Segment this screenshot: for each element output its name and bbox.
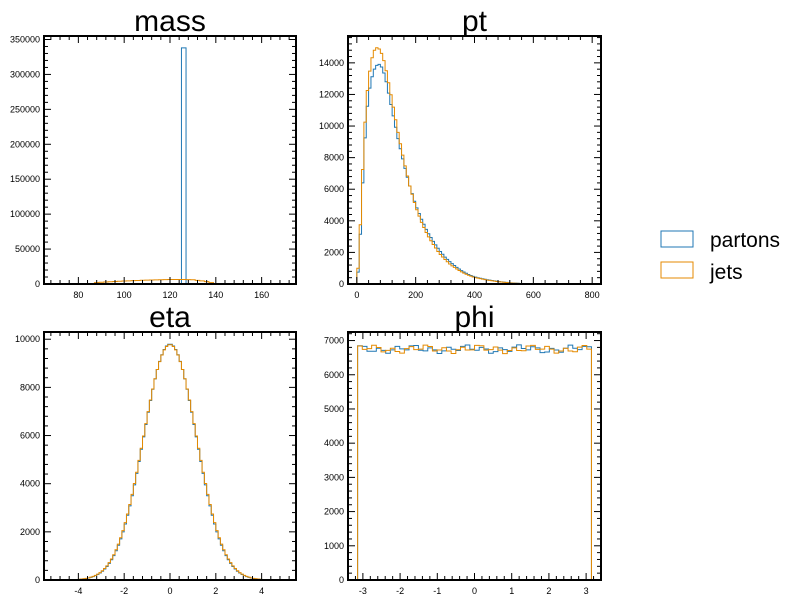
y-tick-label-pt: 12000: [319, 89, 344, 99]
y-tick-label-mass: 200000: [10, 139, 40, 149]
y-tick-label-phi: 3000: [324, 472, 344, 482]
y-tick-label-phi: 1000: [324, 541, 344, 551]
y-tick-label-phi: 0: [339, 575, 344, 585]
plot-frame-pt: [347, 35, 602, 285]
y-tick-label-mass: 300000: [10, 69, 40, 79]
legend-label-partons: partons: [710, 229, 780, 252]
x-tick-label-pt: 200: [408, 290, 423, 300]
y-tick-label-pt: 6000: [324, 184, 344, 194]
legend-label-jets: jets: [709, 261, 743, 284]
panel-mass: mass 80 100 120 140 160 0 50000 100000 150000 2000…: [10, 5, 297, 300]
y-tick-label-mass: 100000: [10, 209, 40, 219]
x-tick-label-eta: 0: [167, 586, 172, 596]
x-tick-label-eta: 4: [259, 586, 264, 596]
x-tick-label-phi: 2: [546, 586, 551, 596]
x-tick-label-phi: -1: [433, 586, 441, 596]
y-tick-label-phi: 4000: [324, 438, 344, 448]
x-tick-label-pt: 0: [354, 290, 359, 300]
x-tick-label-phi: -3: [359, 586, 367, 596]
y-tick-label-pt: 10000: [319, 121, 344, 131]
x-tick-label-eta: -4: [74, 586, 82, 596]
y-tick-label-phi: 2000: [324, 507, 344, 517]
y-tick-label-eta: 8000: [20, 382, 40, 392]
x-tick-label-mass: 100: [117, 290, 132, 300]
legend-swatch-jets: [660, 261, 694, 279]
x-tick-label-mass: 140: [208, 290, 223, 300]
series-mass-partons: [44, 47, 296, 285]
x-tick-label-phi: 3: [584, 586, 589, 596]
panel-eta: eta -4 -2 0 2 4 0 2000 4000 6000 8000 10000: [15, 301, 297, 596]
y-tick-label-mass: 50000: [15, 244, 40, 254]
panel-title-phi: phi: [454, 301, 494, 334]
x-tick-label-pt: 600: [526, 290, 541, 300]
legend: partons jets: [660, 229, 780, 284]
panel-title-eta: eta: [149, 301, 191, 334]
series-phi-jets: [357, 344, 592, 580]
y-tick-label-eta: 0: [35, 575, 40, 585]
plot-frame-phi: [347, 331, 602, 581]
panel-title-mass: mass: [134, 5, 206, 38]
x-tick-label-pt: 400: [467, 290, 482, 300]
series-pt-jets: [356, 47, 593, 285]
plot-frame-eta: [43, 331, 297, 581]
y-tick-label-mass: 250000: [10, 104, 40, 114]
panel-title-pt: pt: [462, 5, 488, 38]
plot-frame-mass: [43, 35, 297, 285]
y-tick-label-phi: 7000: [324, 336, 344, 346]
x-tick-label-eta: -2: [120, 586, 128, 596]
x-tick-label-mass: 120: [162, 290, 177, 300]
y-tick-label-pt: 14000: [319, 58, 344, 68]
y-tick-label-pt: 2000: [324, 247, 344, 257]
x-tick-label-mass: 80: [73, 290, 83, 300]
y-tick-label-phi: 6000: [324, 370, 344, 380]
y-tick-label-mass: 350000: [10, 34, 40, 44]
panel-pt: pt0 200 400 600 8000200040006000800010000120…: [319, 5, 602, 300]
x-tick-label-mass: 160: [254, 290, 269, 300]
y-tick-label-pt: 0: [339, 279, 344, 289]
series-phi-partons: [357, 344, 592, 580]
y-tick-label-eta: 4000: [20, 479, 40, 489]
y-tick-label-pt: 4000: [324, 216, 344, 226]
series-eta-partons: [66, 343, 274, 581]
x-tick-label-pt: 800: [585, 290, 600, 300]
y-tick-label-mass: 150000: [10, 174, 40, 184]
y-tick-label-phi: 5000: [324, 404, 344, 414]
series-eta-jets: [66, 344, 274, 581]
legend-swatch-partons: [660, 230, 694, 248]
y-tick-label-eta: 2000: [20, 527, 40, 537]
x-tick-label-phi: -2: [396, 586, 404, 596]
y-tick-label-mass: 0: [35, 279, 40, 289]
y-tick-label-eta: 6000: [20, 431, 40, 441]
x-tick-label-phi: 0: [472, 586, 477, 596]
x-tick-label-phi: 1: [509, 586, 514, 596]
y-tick-label-eta: 10000: [15, 334, 40, 344]
panel-phi: phi -3 -2 -1 0 1 2 3 0 1000 2000 3000 4000 5000 6000 70…: [324, 301, 602, 596]
y-tick-label-pt: 8000: [324, 153, 344, 163]
x-tick-label-eta: 2: [213, 586, 218, 596]
